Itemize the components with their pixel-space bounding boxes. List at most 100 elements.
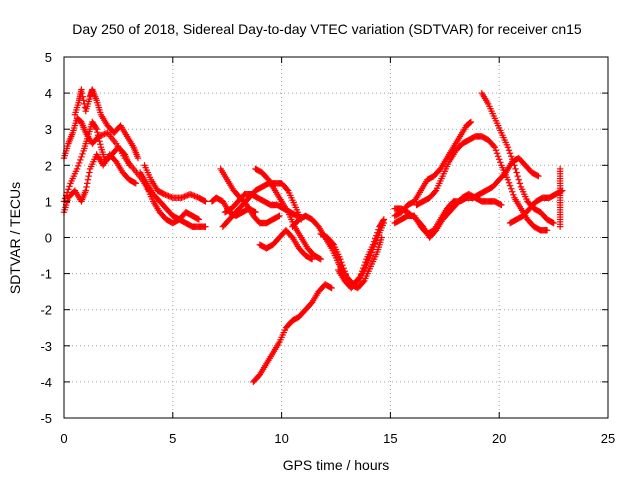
data-point: [360, 278, 367, 286]
data-point: [515, 176, 522, 183]
y-tick-label: -5: [40, 411, 52, 426]
data-points: [60, 86, 566, 386]
data-point: [165, 192, 172, 200]
data-point: [65, 186, 72, 193]
data-point: [94, 132, 102, 139]
data-point: [101, 130, 108, 138]
data-point: [371, 240, 379, 247]
series-sat-e: [136, 169, 209, 230]
y-tick-label: 5: [45, 50, 52, 65]
data-point: [373, 237, 380, 244]
data-point: [466, 119, 474, 126]
data-point: [317, 255, 324, 263]
axis-ticks: [63, 56, 609, 419]
x-tick-label: 20: [492, 431, 506, 446]
series-sat-i: [217, 165, 283, 227]
y-tick-label: 0: [45, 231, 52, 246]
series-sat-d: [71, 86, 142, 162]
data-point: [99, 131, 107, 138]
data-point: [367, 252, 375, 259]
series-sat-g: [143, 183, 203, 227]
data-point: [504, 176, 512, 183]
data-point: [543, 227, 551, 234]
x-tick-label: 15: [383, 431, 397, 446]
data-point: [494, 153, 502, 160]
data-point: [192, 193, 200, 200]
data-point: [490, 142, 497, 150]
y-tick-label: -3: [40, 339, 52, 354]
data-point: [82, 187, 89, 194]
data-point: [168, 193, 175, 201]
data-point: [339, 261, 346, 269]
data-point: [466, 119, 473, 127]
data-point: [126, 162, 133, 169]
x-tick-label: 10: [274, 431, 288, 446]
data-point: [178, 194, 185, 201]
data-point: [84, 180, 91, 187]
data-point: [79, 150, 86, 158]
data-point: [166, 193, 174, 200]
data-point: [341, 267, 348, 275]
data-point: [83, 183, 90, 191]
data-point: [181, 193, 188, 200]
data-point: [78, 153, 85, 161]
data-point: [316, 255, 323, 262]
data-point: [534, 172, 541, 179]
data-point: [510, 159, 517, 166]
chart-title: Day 250 of 2018, Sidereal Day-to-day VTE…: [72, 21, 582, 37]
data-point: [86, 169, 93, 176]
data-point: [80, 97, 87, 104]
data-point: [506, 182, 514, 189]
series-sat-v: [478, 89, 557, 227]
series-sat-c: [60, 151, 140, 216]
data-point: [307, 255, 315, 262]
grid: [64, 57, 608, 418]
data-point: [370, 243, 378, 250]
data-point: [337, 255, 344, 263]
data-point: [509, 156, 516, 163]
data-point: [95, 135, 103, 142]
data-point: [431, 188, 439, 195]
data-point: [163, 192, 171, 199]
data-point: [292, 212, 299, 219]
data-point: [505, 179, 513, 186]
data-point: [498, 201, 505, 209]
data-point: [79, 93, 87, 100]
data-point: [491, 144, 499, 151]
data-point: [189, 192, 197, 199]
series-sat-q: [334, 219, 388, 292]
data-point: [102, 130, 110, 137]
series-sat-f: [141, 162, 209, 205]
series-sat-x: [556, 165, 564, 230]
data-point: [549, 219, 556, 226]
data-point: [380, 219, 388, 227]
data-point: [368, 249, 376, 256]
x-tick-label: 5: [169, 431, 176, 446]
data-point: [493, 150, 501, 157]
y-tick-label: -1: [40, 267, 52, 282]
data-point: [187, 190, 194, 198]
data-point: [202, 198, 209, 205]
data-point: [338, 258, 345, 266]
data-point: [550, 219, 557, 227]
data-point: [328, 284, 335, 292]
series-sat-n: [250, 281, 335, 386]
data-point: [162, 191, 169, 198]
data-point: [78, 86, 85, 93]
data-point: [179, 193, 187, 201]
data-point: [134, 154, 142, 162]
x-tick-label: 25: [601, 431, 615, 446]
data-point: [78, 89, 86, 97]
data-point: [276, 212, 283, 220]
x-tick-labels: 0 5 10 15 20 25: [60, 431, 615, 446]
data-point: [202, 223, 209, 230]
data-point: [514, 172, 521, 180]
data-point: [85, 172, 92, 180]
data-point: [74, 162, 82, 170]
data-point: [131, 179, 138, 186]
series-sat-r: [391, 118, 475, 220]
data-point: [188, 191, 195, 198]
data-point: [283, 186, 291, 193]
data-point: [76, 159, 83, 167]
